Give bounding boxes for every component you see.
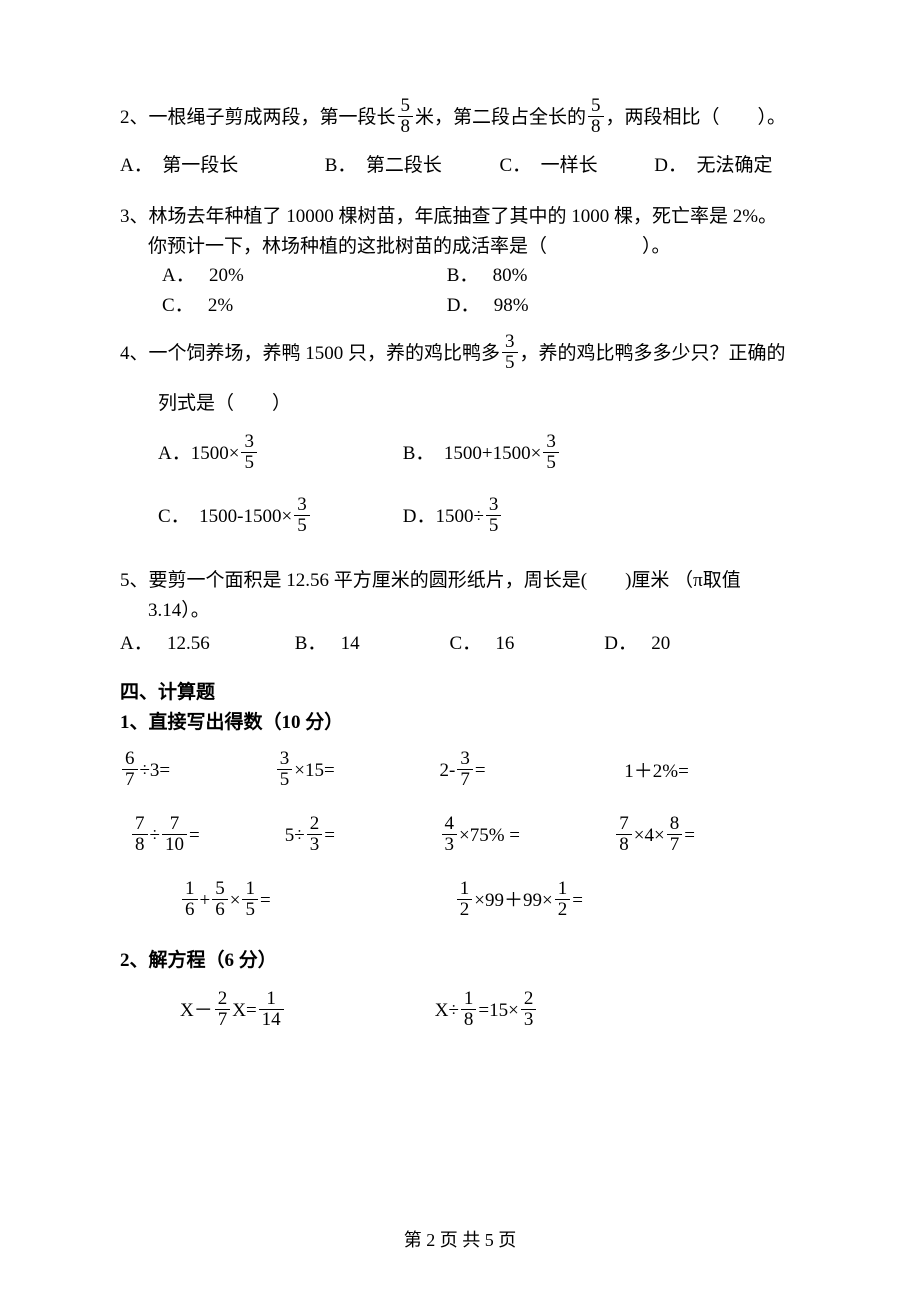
fraction: 15 xyxy=(242,879,258,920)
q5-opt-c: C． 16 xyxy=(450,629,600,658)
calc-expr: ÷ xyxy=(150,825,160,846)
calc-expr: = xyxy=(189,825,200,846)
q4-opt-a-pre: A．1500× xyxy=(158,443,239,464)
calc-expr: ×15= xyxy=(294,760,334,781)
q5-line2: 3.14）。 xyxy=(120,596,800,625)
q2-opt-d: D． 无法确定 xyxy=(654,151,772,180)
q3-opt-b: B． 80% xyxy=(447,261,528,290)
calc-expr: = xyxy=(324,825,335,846)
question-4: 4、一个饲养场，养鸭 1500 只，养的鸡比鸭多35，养的鸡比鸭多多少只？正确的… xyxy=(120,334,800,538)
equations-row: X－27X=114 X÷18=15×23 xyxy=(120,991,800,1032)
fraction: 35 xyxy=(241,432,257,473)
section-4-heading: 四、计算题 xyxy=(120,678,800,707)
q4-opt-d-pre: D．1500÷ xyxy=(403,506,484,527)
q4-opt-b-pre: B． 1500+1500× xyxy=(403,443,542,464)
calc-expr: = xyxy=(475,760,486,781)
q3-options-row2: C． 2% D． 98% xyxy=(120,291,800,320)
q3-line2: 你预计一下，林场种植的这批树苗的成活率是（ ）。 xyxy=(120,232,800,261)
q3-opt-c: C． 2% xyxy=(162,291,442,320)
q2-opt-a: A． 第一段长 xyxy=(120,151,320,180)
fraction: 87 xyxy=(667,814,683,855)
fraction: 35 xyxy=(543,432,559,473)
calc-expr: 1＋2%= xyxy=(624,757,689,786)
fraction: 23 xyxy=(307,814,323,855)
q2-opt-c: C． 一样长 xyxy=(500,151,650,180)
question-3: 3、林场去年种植了 10000 棵树苗，年底抽查了其中的 1000 棵，死亡率是… xyxy=(120,202,800,320)
fraction: 78 xyxy=(132,814,148,855)
q3-opt-d: D． 98% xyxy=(447,291,529,320)
q5-opt-d: D． 20 xyxy=(604,629,670,658)
calc-expr: × xyxy=(230,890,241,911)
fraction: 35 xyxy=(294,495,310,536)
calc-row-2: 78÷710= 5÷23= 43×75% = 78×4×87= xyxy=(120,816,800,857)
fraction: 12 xyxy=(555,879,571,920)
page-footer: 第 2 页 共 5 页 xyxy=(0,1227,920,1255)
section-4-sub2: 2、解方程（6 分） xyxy=(120,946,800,975)
q3-opt-a: A． 20% xyxy=(162,261,442,290)
q2-text-3: ，两段相比（ ）。 xyxy=(606,107,787,128)
q4-options-row1: A．1500×35 B． 1500+1500×35 xyxy=(120,434,800,475)
calc-expr: ×75% = xyxy=(459,825,520,846)
fraction: 27 xyxy=(215,989,231,1030)
q5-options: A． 12.56 B． 14 C． 16 D． 20 xyxy=(120,629,800,658)
q4-opt-c-pre: C． 1500-1500× xyxy=(158,506,292,527)
eq2-pre: X÷ xyxy=(435,1000,459,1021)
fraction: 43 xyxy=(442,814,458,855)
q2-options: A． 第一段长 B． 第二段长 C． 一样长 D． 无法确定 xyxy=(120,151,800,180)
fraction: 58 xyxy=(588,96,604,137)
calc-expr: ×99＋99× xyxy=(474,890,552,911)
q4-stem-line1: 4、一个饲养场，养鸭 1500 只，养的鸡比鸭多35，养的鸡比鸭多多少只？正确的 xyxy=(120,334,800,375)
calc-expr: + xyxy=(200,890,211,911)
fraction: 78 xyxy=(616,814,632,855)
fraction: 67 xyxy=(122,749,138,790)
fraction: 58 xyxy=(398,96,414,137)
q4-text-2: ，养的鸡比鸭多多少只？正确的 xyxy=(520,343,786,364)
calc-row-3: 16+56×15= 12×99＋99×12= xyxy=(120,881,800,922)
q4-text-1: 4、一个饲养场，养鸭 1500 只，养的鸡比鸭多 xyxy=(120,343,500,364)
q2-text-2: 米，第二段占全长的 xyxy=(415,107,586,128)
q3-line1: 3、林场去年种植了 10000 棵树苗，年底抽查了其中的 1000 棵，死亡率是… xyxy=(120,202,800,231)
calc-expr: ÷3= xyxy=(140,760,171,781)
calc-expr: = xyxy=(684,825,695,846)
q2-opt-b: B． 第二段长 xyxy=(325,151,495,180)
fraction: 18 xyxy=(461,989,477,1030)
fraction: 23 xyxy=(521,989,537,1030)
fraction: 35 xyxy=(502,332,518,373)
question-2: 2、一根绳子剪成两段，第一段长58米，第二段占全长的58，两段相比（ ）。 A．… xyxy=(120,98,800,180)
eq1-pre: X－ xyxy=(180,1000,213,1021)
calc-expr: = xyxy=(572,890,583,911)
q5-line1: 5、要剪一个面积是 12.56 平方厘米的圆形纸片，周长是( )厘米 （π取值 xyxy=(120,566,800,595)
q2-text-1: 2、一根绳子剪成两段，第一段长 xyxy=(120,107,396,128)
fraction: 12 xyxy=(457,879,473,920)
q4-stem-line2: 列式是（ ） xyxy=(120,389,800,418)
calc-expr: = xyxy=(260,890,271,911)
calc-expr: 5÷ xyxy=(285,825,305,846)
fraction: 35 xyxy=(486,495,502,536)
q4-options-row2: C． 1500-1500×35 D．1500÷35 xyxy=(120,497,800,538)
calc-row-1: 67÷3= 35×15= 2-37= 1＋2%= xyxy=(120,751,800,792)
fraction: 35 xyxy=(277,749,293,790)
fraction: 37 xyxy=(457,749,473,790)
fraction: 710 xyxy=(162,814,187,855)
fraction: 114 xyxy=(259,989,284,1030)
q5-opt-b: B． 14 xyxy=(295,629,445,658)
eq1-mid: X= xyxy=(232,1000,256,1021)
eq2-mid: =15× xyxy=(478,1000,518,1021)
section-4-sub1: 1、直接写出得数（10 分） xyxy=(120,708,800,737)
page: 2、一根绳子剪成两段，第一段长58米，第二段占全长的58，两段相比（ ）。 A．… xyxy=(0,0,920,1303)
question-5: 5、要剪一个面积是 12.56 平方厘米的圆形纸片，周长是( )厘米 （π取值 … xyxy=(120,566,800,658)
q2-stem: 2、一根绳子剪成两段，第一段长58米，第二段占全长的58，两段相比（ ）。 xyxy=(120,98,800,139)
calc-expr: ×4× xyxy=(634,825,665,846)
calc-expr: 2- xyxy=(440,760,456,781)
q5-opt-a: A． 12.56 xyxy=(120,629,290,658)
fraction: 16 xyxy=(182,879,198,920)
fraction: 56 xyxy=(212,879,228,920)
q3-options-row1: A． 20% B． 80% xyxy=(120,261,800,290)
